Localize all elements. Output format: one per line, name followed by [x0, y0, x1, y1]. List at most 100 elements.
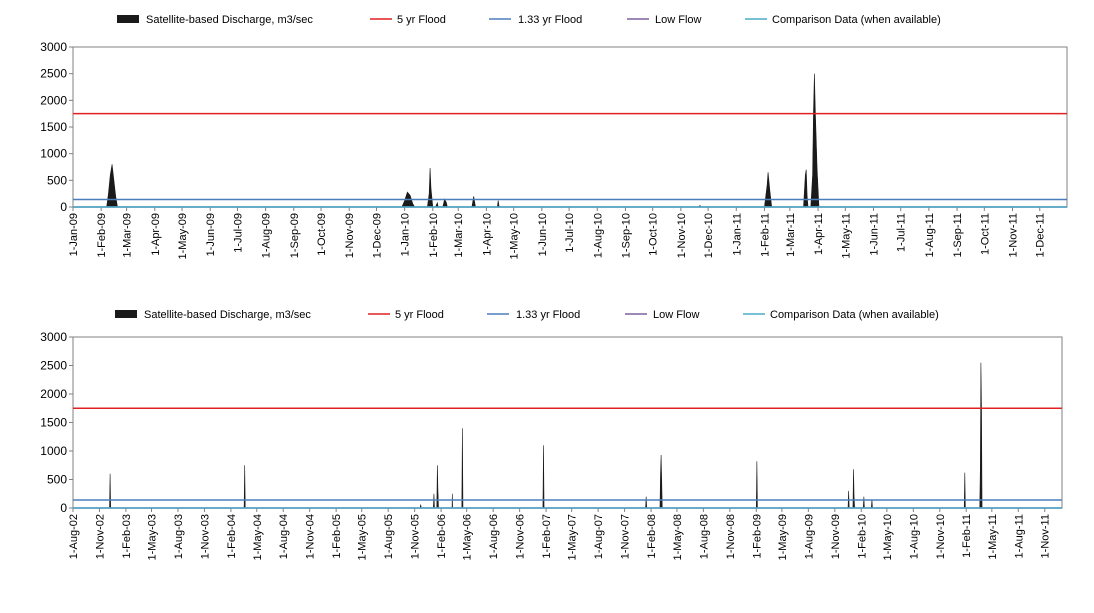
legend-item-comparison: Comparison Data (when available)	[743, 309, 939, 321]
legend-item-discharge: Satellite-based Discharge, m3/sec	[117, 14, 313, 26]
legend-label-low-flow: Low Flow	[655, 14, 702, 26]
x-tick-label: 1-Feb-08	[646, 514, 658, 559]
y-tick-label: 2500	[40, 67, 67, 81]
legend-label-discharge: Satellite-based Discharge, m3/sec	[146, 14, 313, 26]
x-tick-label: 1-Nov-06	[515, 514, 527, 559]
x-tick-label: 1-Nov-02	[94, 514, 106, 559]
series-area-satellite-based-discharge-m3-sec	[73, 73, 1067, 208]
x-tick-label: 1-Mar-09	[122, 213, 134, 258]
x-tick-label: 1-May-03	[147, 514, 159, 560]
x-tick-label: 1-Aug-04	[278, 514, 290, 559]
x-tick-label: 1-Nov-03	[199, 514, 211, 559]
x-tick-label: 1-Aug-09	[803, 514, 815, 559]
y-tick-label: 3000	[40, 40, 67, 54]
legend-item-5yr-flood: 5 yr Flood	[368, 309, 444, 321]
y-tick-label: 0	[60, 200, 67, 214]
y-tick-label: 3000	[40, 330, 67, 344]
legend-item-5yr-flood: 5 yr Flood	[370, 14, 446, 26]
plot-area-frame	[72, 46, 1068, 208]
x-tick-label: 1-Dec-10	[703, 213, 715, 258]
x-tick-label: 1-Dec-09	[371, 213, 383, 258]
plot-area-frame	[72, 336, 1063, 509]
y-tick-label: 2000	[40, 93, 67, 107]
x-tick-label: 1-Feb-10	[428, 213, 440, 258]
y-tick-label: 500	[47, 473, 67, 487]
legend-label-5yr-flood: 5 yr Flood	[397, 14, 446, 26]
legend-bottom: Satellite-based Discharge, m3/sec 5 yr F…	[115, 309, 939, 321]
x-tick-label: 1-Aug-05	[383, 514, 395, 559]
x-tick-label: 1-Aug-07	[593, 514, 605, 559]
x-tick-label: 1-Jul-11	[896, 213, 908, 252]
x-tick-label: 1-Aug-10	[592, 213, 604, 258]
x-tick-label: 1-Feb-10	[856, 514, 868, 559]
x-tick-label: 1-Aug-09	[261, 213, 273, 258]
x-tick-label: 1-Oct-10	[648, 213, 660, 256]
x-tick-label: 1-Mar-10	[453, 213, 465, 258]
x-tick-label: 1-Jun-11	[868, 213, 880, 256]
x-tick-label: 1-Aug-11	[1013, 514, 1025, 558]
x-tick-label: 1-Feb-06	[436, 514, 448, 559]
x-tick-label: 1-May-04	[252, 514, 264, 560]
x-tick-label: 1-Sep-11	[952, 213, 964, 257]
x-tick-label: 1-Feb-11	[961, 514, 973, 558]
x-tick-label: 1-Jul-09	[232, 213, 244, 253]
y-tick-label: 0	[60, 501, 67, 515]
x-tick-label: 1-May-11	[987, 514, 999, 560]
y-tick-label: 1000	[40, 147, 67, 161]
x-tick-label: 1-Nov-09	[344, 213, 356, 258]
x-tick-label: 1-Feb-05	[331, 514, 343, 559]
chart-top: 0 500 1000 1500 2000 2500 3000 1-Jan-09 1-Feb-09…	[40, 40, 1068, 259]
x-tick-label: 1-May-11	[840, 213, 852, 259]
legend-label-133yr-flood: 1.33 yr Flood	[516, 309, 580, 321]
legend-swatch-discharge	[117, 15, 139, 23]
legend-label-133yr-flood: 1.33 yr Flood	[518, 14, 582, 26]
x-tick-label: 1-Mar-11	[785, 213, 797, 257]
x-tick-label: 1-Aug-06	[488, 514, 500, 559]
legend-top: Satellite-based Discharge, m3/sec 5 yr F…	[117, 14, 941, 26]
legend-item-comparison: Comparison Data (when available)	[745, 14, 941, 26]
x-tick-label: 1-Nov-11	[1040, 514, 1052, 558]
legend-item-133yr-flood: 1.33 yr Flood	[489, 14, 582, 26]
y-tick-label: 500	[47, 173, 67, 187]
y-tick-label: 1500	[40, 120, 67, 134]
x-tick-label: 1-May-09	[177, 213, 189, 259]
x-tick-label: 1-Jun-10	[537, 213, 549, 256]
legend-item-low-flow: Low Flow	[627, 14, 702, 26]
x-tick-label: 1-Oct-09	[316, 213, 328, 256]
legend-label-comparison: Comparison Data (when available)	[770, 309, 939, 321]
y-tick-label: 1500	[40, 416, 67, 430]
x-tick-label: 1-May-08	[672, 514, 684, 560]
x-tick-label: 1-Nov-05	[410, 514, 422, 559]
legend-swatch-discharge	[115, 310, 137, 318]
x-tick-label: 1-Feb-09	[96, 213, 108, 258]
x-tick-label: 1-Apr-09	[150, 213, 162, 256]
x-tick-label: 1-Sep-09	[289, 213, 301, 258]
y-tick-label: 2000	[40, 387, 67, 401]
x-tick-label: 1-May-06	[462, 514, 474, 560]
x-tick-label: 1-Jan-11	[731, 213, 743, 256]
x-tick-label: 1-Apr-11	[813, 213, 825, 255]
x-tick-label: 1-Aug-10	[908, 514, 920, 559]
legend-item-133yr-flood: 1.33 yr Flood	[487, 309, 580, 321]
y-tick-label: 2500	[40, 359, 67, 373]
legend-item-discharge: Satellite-based Discharge, m3/sec	[115, 309, 311, 321]
x-tick-label: 1-Sep-10	[620, 213, 632, 258]
legend-label-discharge: Satellite-based Discharge, m3/sec	[144, 309, 311, 321]
x-tick-label: 1-Feb-11	[759, 213, 771, 257]
x-tick-label: 1-Dec-11	[1035, 213, 1047, 257]
x-tick-label: 1-Feb-04	[226, 514, 238, 559]
x-tick-label: 1-Jun-09	[205, 213, 217, 256]
x-tick-label: 1-Feb-03	[121, 514, 133, 559]
x-tick-label: 1-Aug-08	[698, 514, 710, 559]
x-tick-label: 1-Nov-08	[725, 514, 737, 559]
x-tick-label: 1-Nov-04	[305, 514, 317, 559]
x-tick-label: 1-Jan-09	[68, 213, 80, 256]
x-tick-label: 1-May-05	[357, 514, 369, 560]
x-tick-label: 1-Jan-10	[400, 213, 412, 256]
x-tick-label: 1-May-10	[509, 213, 521, 259]
series-area-satellite-based-discharge-m3-sec	[73, 362, 1062, 509]
x-tick-label: 1-Apr-10	[481, 213, 493, 256]
legend-item-low-flow: Low Flow	[625, 309, 700, 321]
